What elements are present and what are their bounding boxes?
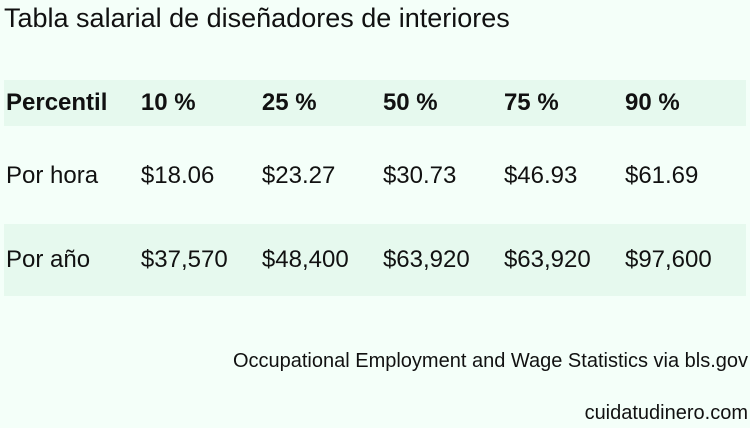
header-cell: 75 % — [503, 89, 559, 116]
table-cell: $61.69 — [624, 162, 699, 189]
header-cell: 90 % — [624, 89, 680, 116]
header-cell: 25 % — [261, 89, 317, 116]
source: Occupational Employment and Wage Statist… — [232, 350, 748, 372]
table-cell: $30.73 — [382, 162, 457, 189]
header-cell: Percentil — [6, 89, 108, 116]
table-row: Por año $37,570 $48,400 $63,920 $63,920 $97,6… — [4, 224, 746, 296]
table-row: Por hora $18.06 $23.27 $30.73 $46.93 $61.69 — [4, 150, 746, 202]
table-cell: $23.27 — [261, 162, 336, 189]
table-cell: Por hora — [6, 162, 99, 189]
header-cell: 50 % — [382, 89, 438, 116]
header-cell: 10 % — [140, 89, 196, 116]
table-cell: $63,920 — [503, 246, 591, 273]
title: Tabla salarial de diseñadores de interio… — [4, 3, 510, 33]
table-cell: $18.06 — [140, 162, 215, 189]
table-cell: $97,600 — [624, 246, 712, 273]
site: cuidatudinero.com — [584, 402, 748, 424]
table-cell: $46.93 — [503, 162, 578, 189]
salary-table: Percentil 10 % 25 % 50 % 75 % 90 % Por hora $18… — [4, 80, 746, 296]
table-cell: $48,400 — [261, 246, 349, 273]
header-row: Percentil 10 % 25 % 50 % 75 % 90 % — [4, 80, 746, 126]
table-cell: $37,570 — [140, 246, 228, 273]
table-cell: $63,920 — [382, 246, 470, 273]
table-cell: Por año — [6, 246, 91, 273]
